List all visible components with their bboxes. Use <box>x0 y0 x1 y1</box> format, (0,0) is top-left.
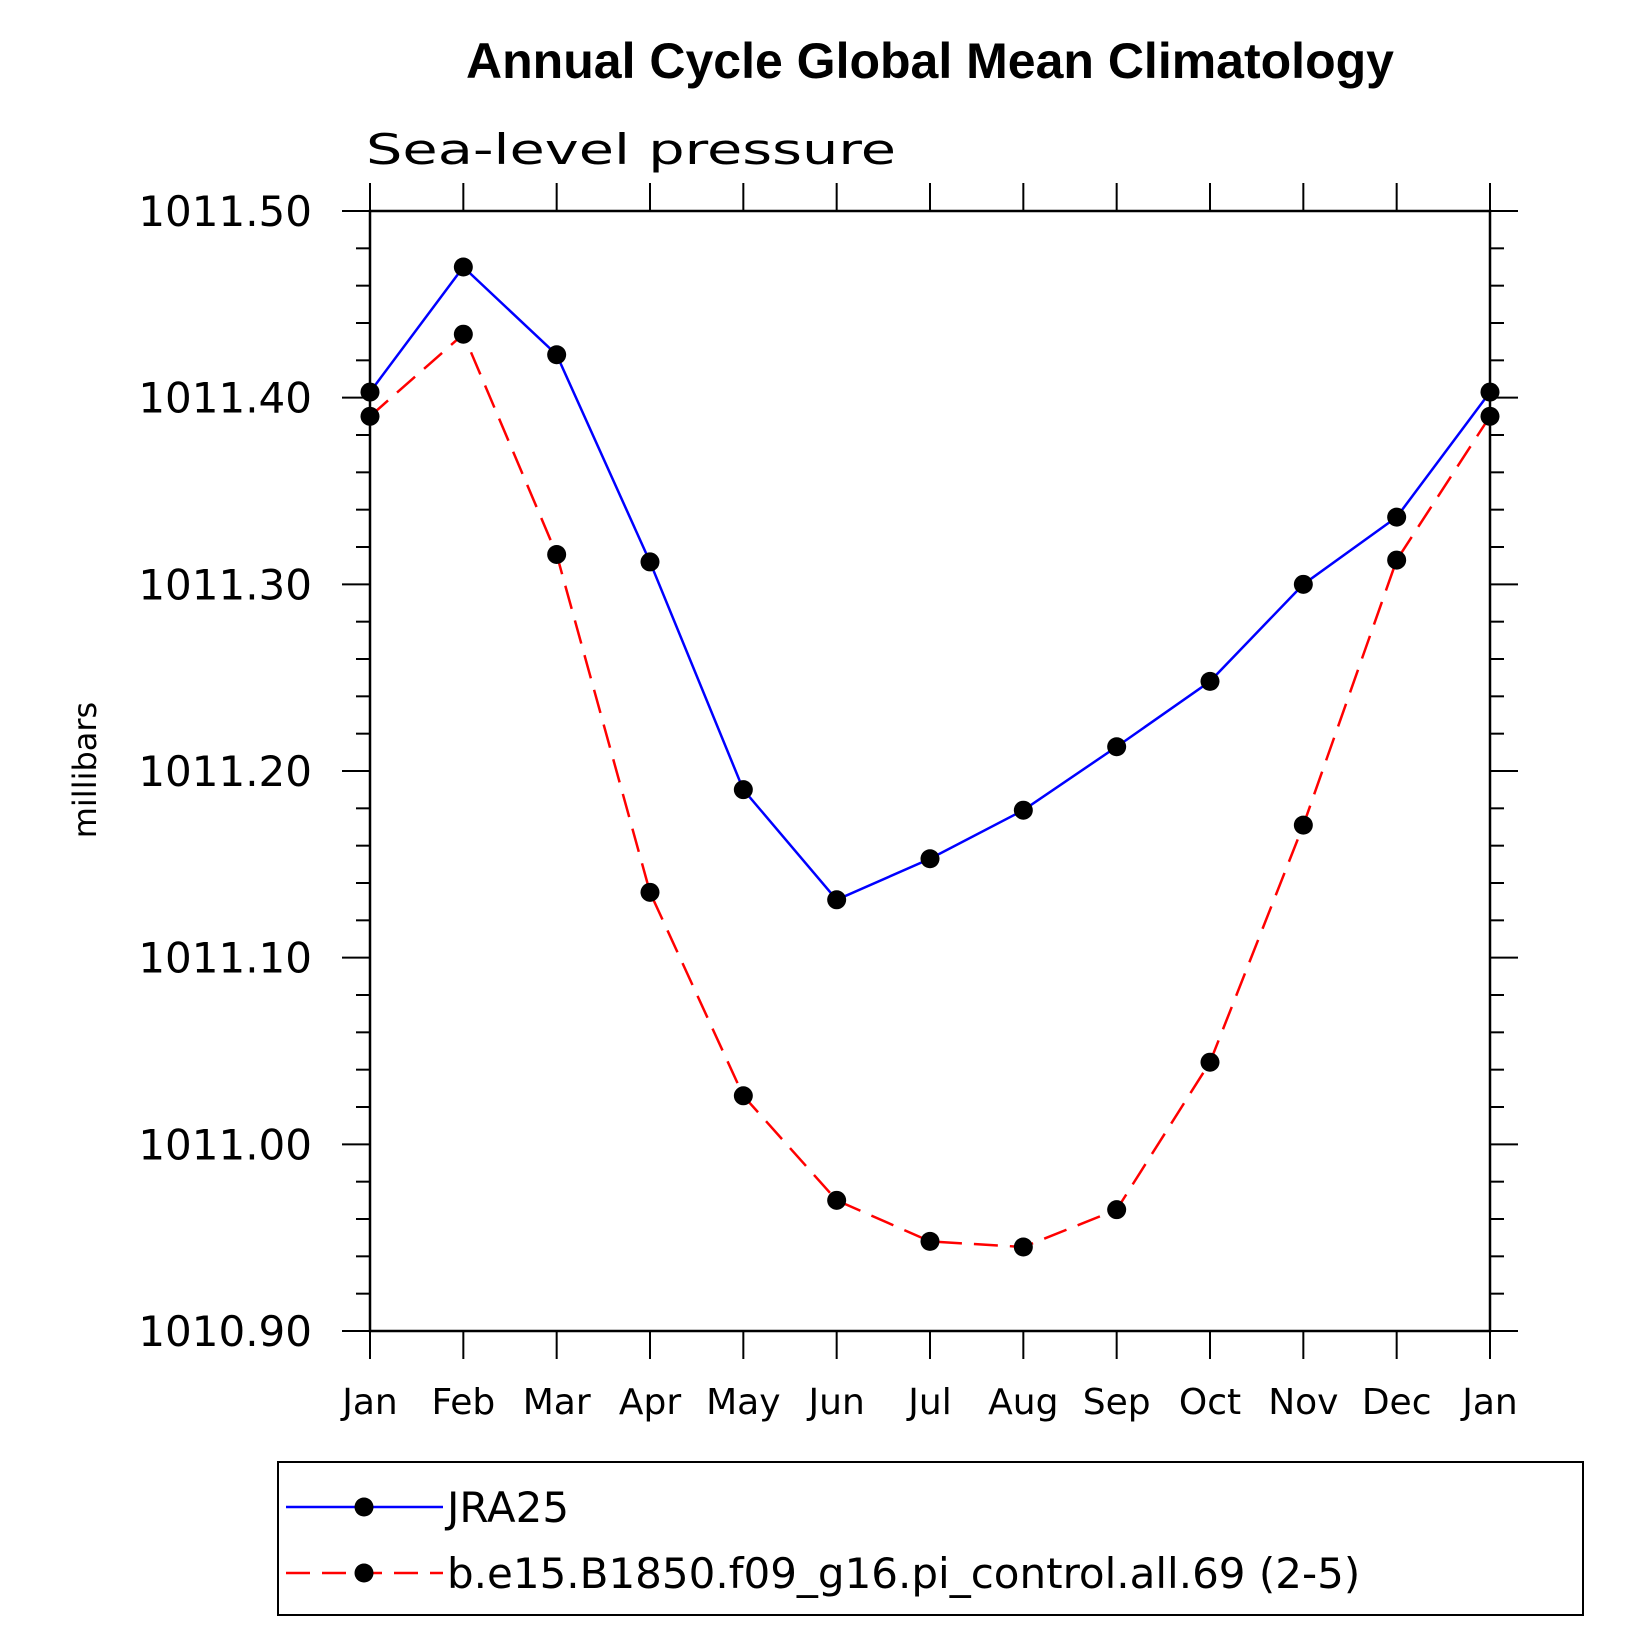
data-point <box>1200 671 1220 691</box>
data-point <box>920 1231 940 1251</box>
data-point <box>547 544 567 564</box>
y-axis-label: millibars <box>66 702 104 838</box>
data-point <box>1013 1237 1033 1257</box>
x-tick-labels: Jan Feb Mar Apr May Jun Jul Aug Sep Oct Nov Dec Jan <box>340 1382 1518 1423</box>
legend-box <box>277 1461 1584 1616</box>
y-tick-labels: 1010.90 1011.00 1011.10 1011.20 1011.30 1011.… <box>138 187 312 1356</box>
data-point <box>920 849 940 869</box>
legend-marker <box>354 1563 374 1583</box>
y-tick-label: 1011.40 <box>138 374 312 423</box>
y-tick-label: 1011.10 <box>138 934 312 983</box>
y-tick-label: 1011.30 <box>138 560 312 609</box>
y-tick-label: 1010.90 <box>138 1307 312 1356</box>
legend-label: b.e15.B1850.f09_g16.pi_control.all.69 (2… <box>447 1549 1360 1598</box>
series-line <box>369 332 1492 1249</box>
data-point <box>733 780 753 800</box>
data-point <box>733 1086 753 1106</box>
y-tick-label: 1011.50 <box>138 187 312 236</box>
x-tick-label: Jun <box>807 1382 865 1423</box>
x-tick-label: Nov <box>1268 1382 1338 1423</box>
y-tick-label: 1011.20 <box>138 747 312 796</box>
legend-marker <box>354 1497 374 1517</box>
plot-frame <box>368 209 1492 1333</box>
data-point <box>640 552 660 572</box>
x-tick-label: Aug <box>988 1382 1058 1423</box>
x-tick-label: May <box>706 1382 780 1423</box>
data-series <box>360 257 1500 1257</box>
data-point <box>827 890 847 910</box>
data-point <box>1107 1200 1127 1220</box>
x-tick-label: Dec <box>1362 1382 1432 1423</box>
x-tick-label: Jan <box>1460 1382 1518 1423</box>
data-point <box>827 1190 847 1210</box>
series-line <box>368 265 1492 902</box>
x-tick-label: Sep <box>1083 1382 1151 1423</box>
x-tick-label: Apr <box>619 1382 681 1423</box>
data-point <box>640 882 660 902</box>
data-point <box>1200 1052 1220 1072</box>
data-point <box>453 257 473 277</box>
chart-title: Annual Cycle Global Mean Climatology <box>466 33 1394 89</box>
legend: JRA25 b.e15.B1850.f09_g16.pi_control.all.… <box>277 1461 1584 1616</box>
y-tick-label: 1011.00 <box>138 1120 312 1169</box>
x-tick-label: Oct <box>1179 1382 1241 1423</box>
data-point <box>1293 574 1313 594</box>
data-point <box>1107 737 1127 757</box>
data-point <box>547 345 567 365</box>
data-point <box>453 324 473 344</box>
data-point <box>1013 800 1033 820</box>
x-tick-label: Mar <box>523 1382 591 1423</box>
legend-label: JRA25 <box>444 1483 569 1532</box>
chart-subtitle: Sea-level pressure <box>366 125 896 174</box>
axis-ticks <box>342 183 1518 1359</box>
x-tick-label: Jul <box>906 1382 951 1423</box>
x-tick-label: Jan <box>340 1382 398 1423</box>
data-point <box>1387 507 1407 527</box>
data-point <box>1387 550 1407 570</box>
x-tick-label: Feb <box>431 1382 495 1423</box>
data-point <box>1293 815 1313 835</box>
